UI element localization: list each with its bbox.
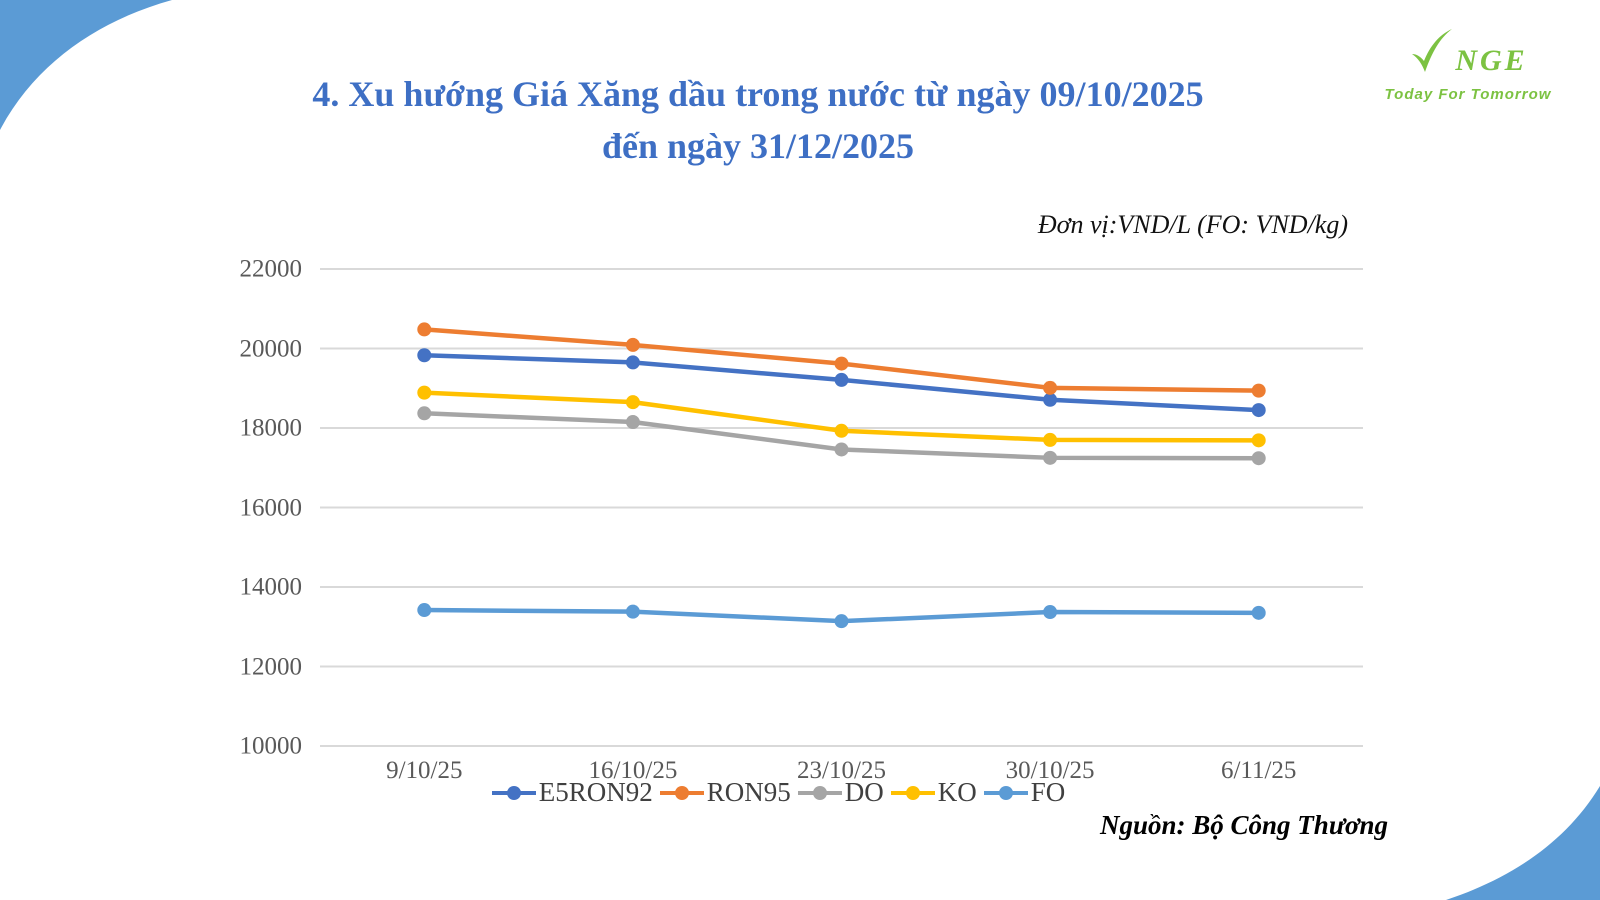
legend-marker-icon xyxy=(797,785,842,800)
data-point-KO-23/10/25 xyxy=(834,423,849,438)
legend-label: RON95 xyxy=(706,777,791,807)
legend-item-KO: KO xyxy=(890,779,977,806)
data-point-KO-30/10/25 xyxy=(1043,432,1058,447)
legend-item-DO: DO xyxy=(797,779,884,806)
x-tick-label: 16/10/25 xyxy=(588,757,678,784)
data-point-DO-30/10/25 xyxy=(1043,450,1058,465)
checkmark-icon xyxy=(1412,29,1453,72)
data-point-FO-23/10/25 xyxy=(834,614,849,629)
data-point-KO-9/10/25 xyxy=(417,385,432,400)
page-title-line2: đến ngày 31/12/2025 xyxy=(601,126,915,166)
data-point-FO-9/10/25 xyxy=(417,603,432,618)
y-tick-label: 12000 xyxy=(239,653,303,680)
data-point-E5RON92-6/11/25 xyxy=(1251,403,1266,418)
page-title-line1: 4. Xu hướng Giá Xăng dầu trong nước từ n… xyxy=(312,74,1204,114)
logo-brand: NGE xyxy=(1378,26,1558,78)
legend-marker-icon xyxy=(659,785,704,800)
data-point-RON95-30/10/25 xyxy=(1043,380,1058,395)
data-point-E5RON92-9/10/25 xyxy=(417,348,432,363)
legend-marker-icon xyxy=(491,785,536,800)
data-point-E5RON92-30/10/25 xyxy=(1043,392,1058,407)
data-point-DO-16/10/25 xyxy=(625,415,640,430)
data-point-KO-16/10/25 xyxy=(625,395,640,410)
chart-legend: E5RON92 RON95 DO KO FO xyxy=(0,779,1556,806)
data-point-DO-6/11/25 xyxy=(1251,451,1266,466)
data-point-FO-6/11/25 xyxy=(1251,605,1266,620)
y-tick-label: 14000 xyxy=(239,573,303,601)
data-point-DO-23/10/25 xyxy=(834,442,849,457)
logo-tagline: Today For Tomorrow xyxy=(1384,86,1552,103)
legend-item-E5RON92: E5RON92 xyxy=(491,779,653,806)
y-tick-label: 20000 xyxy=(239,335,303,362)
source-note: Nguồn: Bộ Công Thương xyxy=(1100,810,1388,840)
page-title: 4. Xu hướng Giá Xăng dầu trong nước từ n… xyxy=(40,68,1476,172)
data-point-RON95-23/10/25 xyxy=(834,356,849,371)
y-tick-label: 16000 xyxy=(239,494,303,521)
data-point-RON95-6/11/25 xyxy=(1251,383,1266,398)
x-tick-label: 23/10/25 xyxy=(797,757,886,784)
unit-note: Đơn vị:VND/L (FO: VND/kg) xyxy=(1037,210,1348,239)
y-tick-label: 18000 xyxy=(239,414,303,442)
legend-label: DO xyxy=(844,777,884,807)
legend-item-RON95: RON95 xyxy=(659,779,791,806)
data-point-KO-6/11/25 xyxy=(1251,433,1266,448)
legend-label: FO xyxy=(1030,777,1066,807)
x-tick-label: 9/10/25 xyxy=(386,757,463,784)
y-tick-label: 22000 xyxy=(239,255,303,283)
data-point-FO-16/10/25 xyxy=(625,604,640,619)
data-point-DO-9/10/25 xyxy=(417,406,432,421)
x-tick-label: 30/10/25 xyxy=(1005,757,1095,784)
y-tick-label: 10000 xyxy=(239,732,303,760)
legend-label: KO xyxy=(937,777,977,807)
logo: NGE Today For Tomorrow xyxy=(1378,26,1558,103)
legend-marker-icon xyxy=(983,785,1028,800)
legend-marker-icon xyxy=(890,785,935,800)
data-point-E5RON92-23/10/25 xyxy=(834,372,849,387)
data-point-RON95-9/10/25 xyxy=(417,322,432,337)
legend-label: E5RON92 xyxy=(538,777,653,807)
data-point-E5RON92-16/10/25 xyxy=(625,355,640,370)
data-point-RON95-16/10/25 xyxy=(625,337,640,352)
data-point-FO-30/10/25 xyxy=(1043,605,1058,620)
x-tick-label: 6/11/25 xyxy=(1220,757,1297,784)
logo-brand-text: NGE xyxy=(1455,44,1528,77)
legend-item-FO: FO xyxy=(983,777,1066,807)
